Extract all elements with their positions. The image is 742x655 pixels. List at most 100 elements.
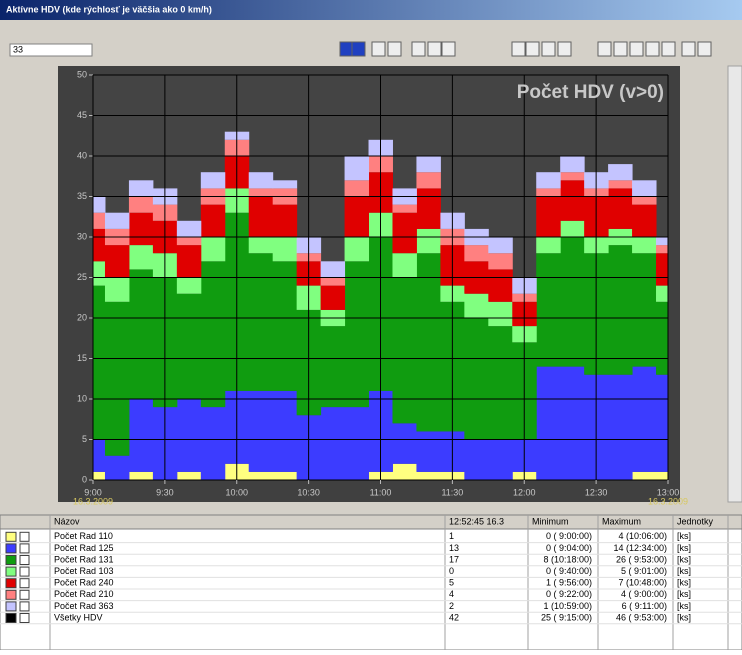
toolbar-button[interactable]	[661, 41, 676, 57]
toolbar-button[interactable]	[411, 41, 426, 57]
area-segment	[416, 431, 441, 472]
column-header: 12:52:45 16.3	[449, 516, 504, 526]
row-checkbox[interactable]	[19, 555, 30, 565]
y-tick-label: 35	[77, 191, 87, 201]
data-table: Názov 12:52:45 16.3 Minimum Maximum Jednotky…	[0, 514, 742, 651]
x-date-label: 16.3.2009	[648, 496, 688, 506]
toolbar-button[interactable]	[697, 41, 712, 57]
toolbar-button[interactable]	[339, 41, 354, 57]
area-segment	[344, 196, 370, 237]
area-segment	[272, 204, 298, 237]
toolbar-button[interactable]	[613, 41, 628, 57]
area-segment	[104, 245, 130, 278]
area-segment	[560, 172, 585, 181]
area-segment	[248, 172, 274, 189]
area-segment	[560, 180, 585, 221]
toolbar-button[interactable]	[371, 41, 386, 57]
toolbar-button[interactable]	[387, 41, 402, 57]
area-segment	[128, 212, 154, 246]
x-date-label: 16.3.2009	[73, 496, 113, 506]
area-segment	[176, 277, 202, 294]
area-segment	[320, 277, 346, 286]
area-segment	[464, 439, 489, 480]
toolbar-button[interactable]	[441, 41, 456, 57]
area-segment	[536, 253, 561, 367]
column-header: Jednotky	[677, 516, 714, 526]
area-segment	[632, 180, 657, 197]
row-checkbox[interactable]	[19, 531, 30, 542]
row-unit: [ks]	[677, 566, 691, 576]
window-title: Aktívne HDV (kde rýchlosť je väčšia ako …	[6, 4, 212, 14]
area-segment	[93, 285, 106, 440]
area-segment	[128, 269, 154, 399]
area-segment	[488, 269, 513, 302]
x-tick-label: 9:30	[156, 487, 174, 497]
toolbar-button[interactable]	[511, 41, 526, 57]
y-tick-label: 10	[77, 393, 87, 403]
toolbar-button[interactable]	[645, 41, 660, 57]
x-tick-label: 9:00	[84, 487, 102, 497]
chart-title: Počet HDV (v>0)	[517, 82, 664, 103]
y-tick-label: 5	[82, 434, 87, 444]
area-segment	[392, 277, 417, 424]
toolbar-button[interactable]	[681, 41, 696, 57]
row-checkbox[interactable]	[19, 601, 30, 612]
toolbar-button[interactable]	[629, 41, 644, 57]
area-segment	[200, 261, 226, 408]
value-input[interactable]	[9, 43, 93, 57]
area-segment	[93, 196, 106, 213]
area-segment	[128, 196, 154, 213]
toolbar-button[interactable]	[557, 41, 572, 57]
row-name: Počet Rad 210	[54, 589, 114, 599]
row-name: Počet Rad 110	[54, 531, 113, 541]
area-segment	[104, 212, 130, 229]
row-checkbox[interactable]	[19, 566, 30, 577]
row-checkbox[interactable]	[19, 578, 30, 589]
scrollbar[interactable]	[727, 65, 742, 503]
y-tick-label: 20	[77, 312, 87, 322]
area-segment	[656, 237, 668, 246]
toolbar-button[interactable]	[525, 41, 540, 57]
row-unit: [ks]	[677, 589, 691, 599]
row-minimum: 0 ( 9:22:00)	[546, 589, 592, 599]
row-name: Počet Rad 131	[54, 554, 114, 564]
area-segment	[632, 196, 657, 205]
row-minimum: 8 (10:18:00)	[543, 554, 592, 564]
area-segment	[93, 212, 106, 229]
color-swatch	[5, 531, 17, 542]
area-segment	[344, 180, 370, 197]
row-unit: [ks]	[677, 578, 691, 588]
area-segment	[344, 237, 370, 262]
column-header: Názov	[54, 516, 80, 526]
toolbar-button[interactable]	[541, 41, 556, 57]
area-segment	[488, 439, 513, 480]
area-segment	[248, 188, 274, 197]
row-checkbox[interactable]	[19, 543, 30, 554]
y-tick-label: 0	[82, 474, 87, 484]
area-segment	[560, 366, 585, 480]
row-current: 4	[449, 589, 454, 599]
area-segment	[200, 204, 226, 237]
area-segment	[656, 471, 668, 480]
area-segment	[416, 188, 441, 229]
row-maximum: 5 ( 9:01:00)	[621, 566, 667, 576]
area-segment	[104, 455, 130, 480]
toolbar-button[interactable]	[597, 41, 612, 57]
area-segment	[608, 164, 633, 181]
row-checkbox[interactable]	[19, 613, 30, 623]
area-segment	[536, 172, 561, 189]
row-name: Počet Rad 363	[54, 601, 114, 611]
area-segment	[176, 293, 202, 399]
area-segment	[248, 196, 274, 237]
table-header-bg	[0, 514, 742, 530]
row-unit: [ks]	[677, 531, 691, 541]
area-segment	[176, 245, 202, 278]
area-segment	[488, 326, 513, 440]
toolbar-button[interactable]	[351, 41, 366, 57]
area-segment	[416, 228, 441, 254]
area-segment	[608, 180, 633, 189]
area-segment	[536, 237, 561, 254]
row-checkbox[interactable]	[19, 589, 30, 600]
toolbar-button[interactable]	[427, 41, 442, 57]
